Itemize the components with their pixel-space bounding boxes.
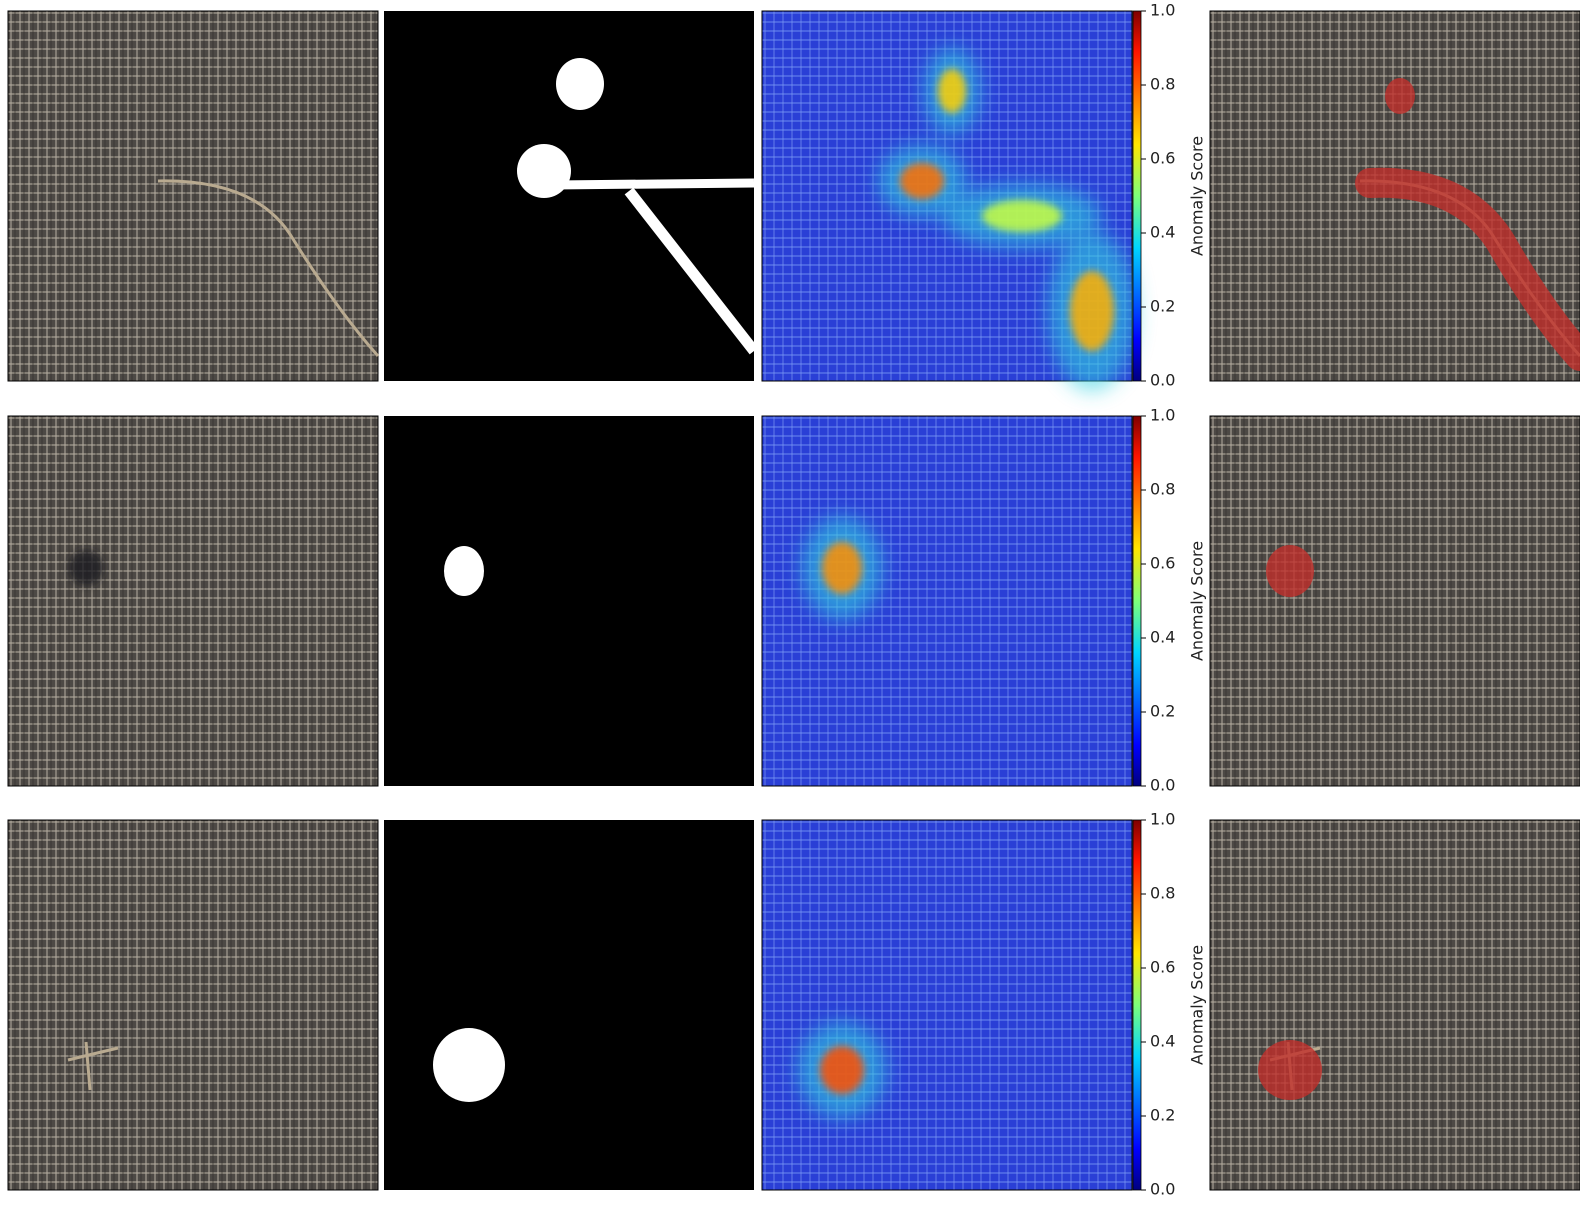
colorbar-tick-label: 1.0 [1150, 1, 1175, 20]
mask-region [433, 1028, 505, 1102]
overlay-region [1258, 1040, 1322, 1100]
colorbar-tick-label: 0.6 [1150, 958, 1175, 977]
colorbar-tick-label: 0.8 [1150, 884, 1175, 903]
heat-spot [900, 163, 944, 199]
colorbar [1133, 820, 1141, 1190]
overlay-region [1266, 545, 1314, 597]
colorbar-tick-label: 0.0 [1150, 371, 1175, 390]
figure: 0.0 0.2 0.4 0.6 0.8 1.0 Anomaly Score 0.0 0.2 0.4… [0, 0, 1580, 1205]
anomaly-heatmap [762, 11, 1136, 391]
colorbar-label: Anomaly Score [1188, 945, 1207, 1065]
mask-region [444, 546, 484, 596]
colorbar-tick-label: 0.0 [1150, 776, 1175, 795]
heat-spot [820, 1046, 864, 1094]
anomaly-heatmap [762, 820, 1132, 1190]
colorbar-tick-label: 0.6 [1150, 554, 1175, 573]
input-image [8, 11, 378, 381]
fabric [8, 820, 378, 1190]
colorbar-label: Anomaly Score [1188, 541, 1207, 661]
mask-region [554, 183, 754, 185]
overlay-image [1210, 416, 1580, 786]
ground-truth-mask [384, 11, 754, 381]
colorbar-tick-label: 0.2 [1150, 702, 1175, 721]
input-image [8, 416, 378, 786]
colorbar-tick-label: 0.0 [1150, 1180, 1175, 1199]
mask-region [556, 58, 604, 110]
fabric [1210, 416, 1580, 786]
heat-spot [982, 200, 1062, 232]
colorbar [1133, 11, 1141, 381]
heat-spot [938, 69, 966, 113]
fabric [8, 416, 378, 786]
ground-truth-mask [384, 820, 754, 1190]
heat-spot [822, 542, 862, 594]
colorbar-tick-label: 1.0 [1150, 810, 1175, 829]
colorbar-tick-label: 0.2 [1150, 297, 1175, 316]
ground-truth-mask [384, 416, 754, 786]
mask-bg [384, 416, 754, 786]
colorbar-tick-label: 1.0 [1150, 406, 1175, 425]
fabric [8, 11, 378, 381]
overlay-image [1210, 11, 1580, 381]
overlay-region [1385, 78, 1415, 114]
colorbar-tick-label: 0.6 [1150, 149, 1175, 168]
heat-spot [1070, 271, 1114, 351]
overlay-image [1210, 820, 1580, 1190]
anomaly-heatmap [762, 416, 1132, 786]
mask-region [517, 144, 571, 198]
colorbar-tick-label: 0.8 [1150, 480, 1175, 499]
colorbar-tick-label: 0.4 [1150, 1032, 1175, 1051]
mask-bg [384, 820, 754, 1190]
colorbar-tick-label: 0.8 [1150, 75, 1175, 94]
colorbar-tick-label: 0.2 [1150, 1106, 1175, 1125]
colorbar-tick-label: 0.4 [1150, 628, 1175, 647]
fabric [1210, 820, 1580, 1190]
colorbar [1133, 416, 1141, 786]
heat-bg [762, 820, 1132, 1190]
defect-spot [68, 550, 104, 586]
colorbar-label: Anomaly Score [1188, 136, 1207, 256]
colorbar-tick-label: 0.4 [1150, 223, 1175, 242]
input-image [8, 820, 378, 1190]
